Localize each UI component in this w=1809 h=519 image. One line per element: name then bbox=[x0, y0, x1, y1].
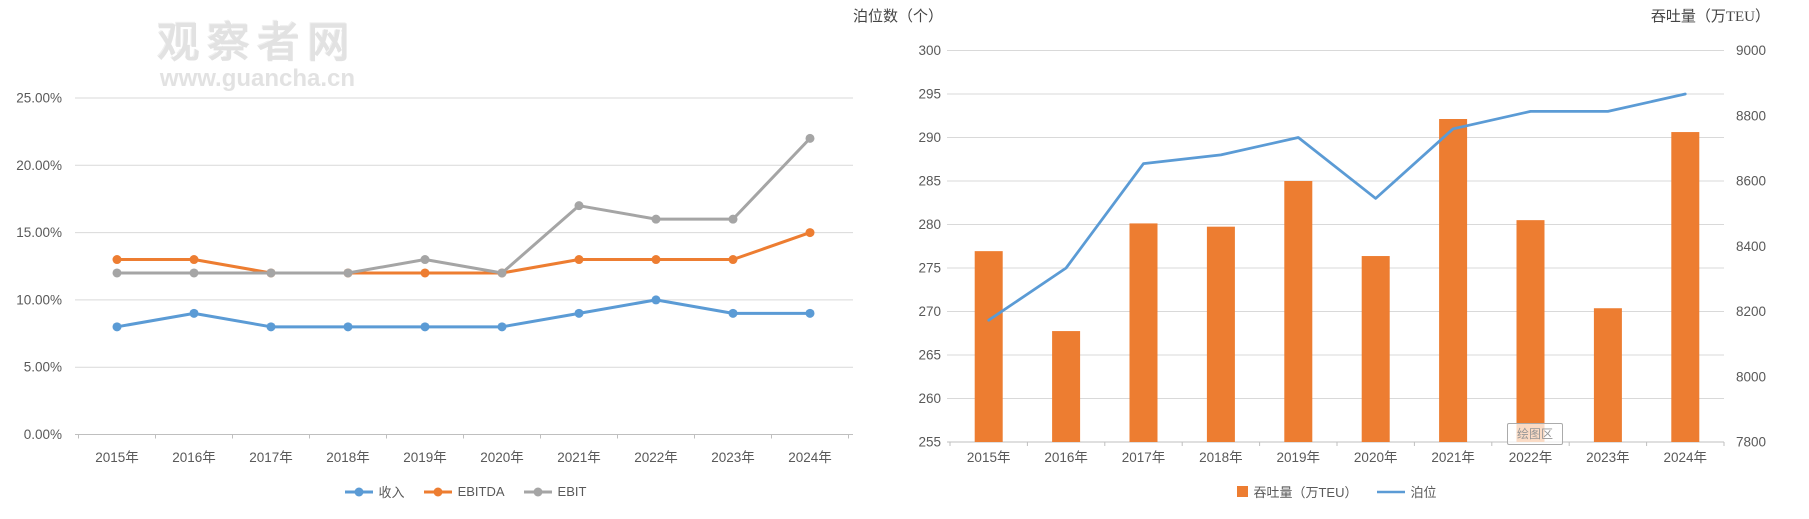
ebit-line-marker-icon bbox=[523, 487, 552, 496]
legend-item-revenue[interactable]: 收入 bbox=[344, 482, 405, 501]
svg-text:265: 265 bbox=[918, 348, 941, 363]
svg-text:9000: 9000 bbox=[1736, 43, 1766, 58]
svg-text:2016年: 2016年 bbox=[172, 450, 216, 465]
berth-axis-title: 泊位数（个） bbox=[853, 9, 944, 25]
svg-text:2023年: 2023年 bbox=[711, 450, 755, 465]
svg-text:2018年: 2018年 bbox=[1199, 450, 1243, 465]
revenue-line-marker-icon bbox=[344, 487, 373, 496]
right-chart-x-tick-labels: 2015年 2016年 2017年 2018年 2019年 2020年 2021年 2022年… bbox=[967, 450, 1707, 465]
svg-text:2017年: 2017年 bbox=[1122, 450, 1166, 465]
margin-trends-line-chart[interactable]: 0.00%5.00%10.00%15.00%20.00%25.00%2015年 2… bbox=[0, 0, 860, 519]
ebitda-series-line bbox=[112, 228, 815, 278]
revenue-series-line bbox=[112, 295, 815, 332]
svg-text:25.00%: 25.00% bbox=[16, 91, 62, 106]
svg-text:285: 285 bbox=[918, 174, 941, 189]
throughput-berth-combo-chart[interactable]: 255 260 265 270 275 280 285 290 295 300 7800 8000 82… bbox=[860, 0, 1809, 519]
svg-text:5.00%: 5.00% bbox=[24, 360, 62, 375]
svg-text:20.00%: 20.00% bbox=[16, 158, 62, 173]
berth-line-marker-icon bbox=[1376, 490, 1405, 493]
right-chart-x-axis-line bbox=[947, 441, 1725, 446]
svg-text:8000: 8000 bbox=[1736, 369, 1766, 384]
svg-text:8800: 8800 bbox=[1736, 108, 1766, 123]
throughput-bar-swatch-icon bbox=[1237, 486, 1249, 497]
ebit-series-line bbox=[112, 133, 815, 278]
legend-item-ebit[interactable]: EBIT bbox=[523, 484, 587, 499]
svg-text:260: 260 bbox=[918, 391, 941, 406]
svg-text:2019年: 2019年 bbox=[403, 450, 447, 465]
svg-text:2022年: 2022年 bbox=[1509, 450, 1553, 465]
svg-text:2016年: 2016年 bbox=[1044, 450, 1088, 465]
svg-text:2022年: 2022年 bbox=[634, 450, 678, 465]
legend-label-ebitda: EBITDA bbox=[457, 484, 505, 499]
svg-text:2015年: 2015年 bbox=[967, 450, 1011, 465]
svg-text:2021年: 2021年 bbox=[1431, 450, 1475, 465]
throughput-axis-tick-labels: 7800 8000 8200 8400 8600 8800 9000 bbox=[1736, 43, 1766, 450]
berth-series-line bbox=[987, 92, 1687, 322]
svg-text:8200: 8200 bbox=[1736, 304, 1766, 319]
left-chart-x-tick-labels: 2015年 2016年 2017年 2018年 2019年 2020年 2021年 2022年… bbox=[95, 450, 832, 465]
svg-text:2020年: 2020年 bbox=[1354, 450, 1398, 465]
svg-text:15.00%: 15.00% bbox=[16, 225, 62, 240]
legend-label-throughput: 吞吐量（万TEU） bbox=[1253, 485, 1358, 500]
legend-label-berth: 泊位 bbox=[1410, 485, 1437, 500]
svg-text:2017年: 2017年 bbox=[249, 450, 293, 465]
svg-text:280: 280 bbox=[918, 217, 941, 232]
svg-text:8400: 8400 bbox=[1736, 239, 1766, 254]
svg-text:0.00%: 0.00% bbox=[24, 427, 62, 442]
svg-text:10.00%: 10.00% bbox=[16, 292, 62, 307]
right-chart-legend: 吞吐量（万TEU） 泊位 bbox=[950, 482, 1724, 501]
svg-text:2015年: 2015年 bbox=[95, 450, 139, 465]
berth-axis-tick-labels: 255 260 265 270 275 280 285 290 295 300 bbox=[918, 43, 941, 450]
left-chart-y-tick-labels: 0.00% 5.00% 10.00% 15.00% 20.00% 25.00% bbox=[16, 91, 62, 443]
svg-text:2020年: 2020年 bbox=[480, 450, 524, 465]
svg-text:2018年: 2018年 bbox=[326, 450, 370, 465]
ebitda-line-marker-icon bbox=[423, 487, 452, 496]
legend-item-berth[interactable]: 泊位 bbox=[1376, 482, 1437, 501]
legend-item-throughput[interactable]: 吞吐量（万TEU） bbox=[1237, 482, 1358, 501]
svg-text:300: 300 bbox=[918, 43, 941, 58]
throughput-bars bbox=[974, 119, 1700, 442]
svg-text:2024年: 2024年 bbox=[788, 450, 832, 465]
plot-area-tooltip: 绘图区 bbox=[1507, 423, 1563, 445]
svg-text:255: 255 bbox=[918, 435, 941, 450]
left-chart-legend: 收入 EBITDA EBIT bbox=[80, 482, 850, 501]
legend-item-ebitda[interactable]: EBITDA bbox=[423, 484, 505, 499]
svg-text:295: 295 bbox=[918, 87, 941, 102]
svg-text:2021年: 2021年 bbox=[557, 450, 601, 465]
svg-text:275: 275 bbox=[918, 261, 941, 276]
legend-label-revenue: 收入 bbox=[378, 485, 405, 500]
svg-text:290: 290 bbox=[918, 130, 941, 145]
svg-text:270: 270 bbox=[918, 304, 941, 319]
left-chart-gridlines bbox=[75, 97, 853, 368]
svg-text:2023年: 2023年 bbox=[1586, 450, 1630, 465]
svg-text:2019年: 2019年 bbox=[1277, 450, 1321, 465]
throughput-axis-title: 吞吐量（万TEU） bbox=[1650, 9, 1770, 25]
left-chart-x-axis-line bbox=[75, 434, 853, 439]
svg-text:7800: 7800 bbox=[1736, 435, 1766, 450]
legend-label-ebit: EBIT bbox=[557, 484, 587, 499]
svg-text:8600: 8600 bbox=[1736, 174, 1766, 189]
svg-text:2024年: 2024年 bbox=[1664, 450, 1708, 465]
